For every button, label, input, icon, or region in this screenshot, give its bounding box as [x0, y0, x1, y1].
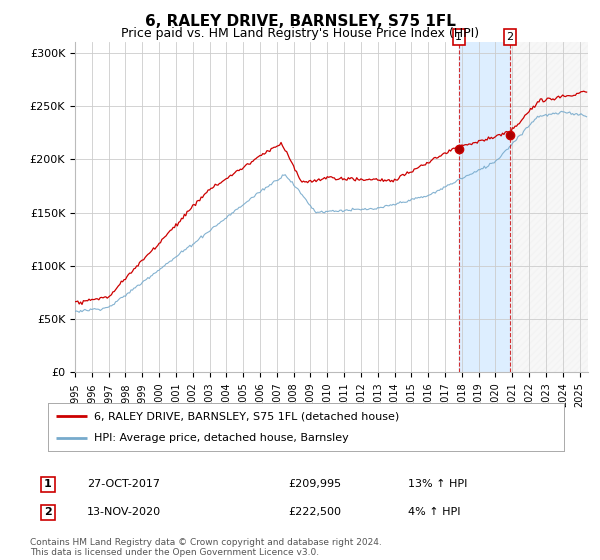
Text: 13% ↑ HPI: 13% ↑ HPI	[408, 479, 467, 489]
Text: HPI: Average price, detached house, Barnsley: HPI: Average price, detached house, Barn…	[94, 433, 349, 443]
Text: 6, RALEY DRIVE, BARNSLEY, S75 1FL: 6, RALEY DRIVE, BARNSLEY, S75 1FL	[145, 14, 455, 29]
Text: 13-NOV-2020: 13-NOV-2020	[87, 507, 161, 517]
Text: 2: 2	[44, 507, 52, 517]
Bar	[510, 42, 588, 372]
Bar	[459, 42, 510, 372]
Text: 1: 1	[455, 32, 463, 42]
Text: 27-OCT-2017: 27-OCT-2017	[87, 479, 160, 489]
Text: £209,995: £209,995	[288, 479, 341, 489]
Text: Price paid vs. HM Land Registry's House Price Index (HPI): Price paid vs. HM Land Registry's House …	[121, 27, 479, 40]
Text: 2: 2	[506, 32, 514, 42]
Text: 1: 1	[44, 479, 52, 489]
Text: 6, RALEY DRIVE, BARNSLEY, S75 1FL (detached house): 6, RALEY DRIVE, BARNSLEY, S75 1FL (detac…	[94, 411, 400, 421]
Text: 4% ↑ HPI: 4% ↑ HPI	[408, 507, 461, 517]
Text: £222,500: £222,500	[288, 507, 341, 517]
Text: Contains HM Land Registry data © Crown copyright and database right 2024.
This d: Contains HM Land Registry data © Crown c…	[30, 538, 382, 557]
